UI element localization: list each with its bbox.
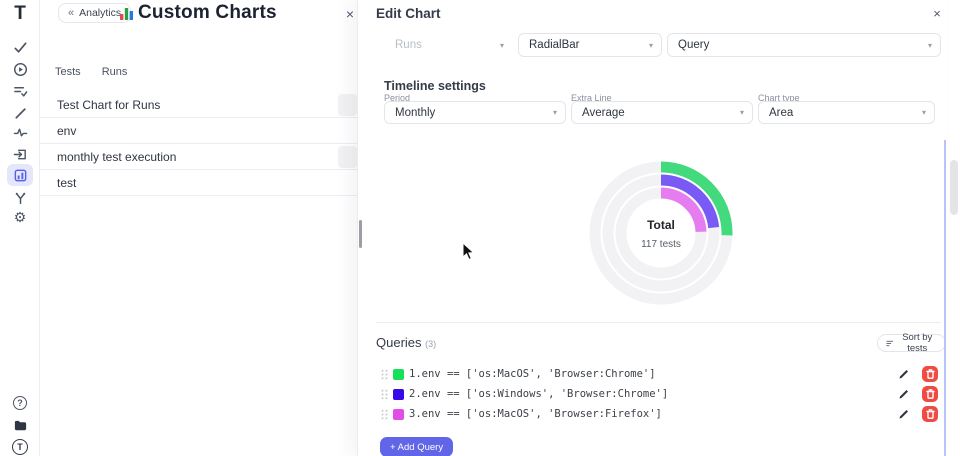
queries-heading-label: Queries [376, 335, 422, 350]
radialbar-chart [576, 148, 746, 318]
chart-list-item-label: env [57, 123, 77, 138]
app-logo[interactable]: T [14, 3, 26, 24]
close-drawer-icon[interactable]: × [933, 5, 941, 21]
charts-tabs: Tests Runs [55, 66, 127, 78]
back-to-analytics-button[interactable]: « Analytics [58, 3, 132, 23]
app-sidebar: T ⚙ ? T [0, 0, 40, 456]
chart-list-item[interactable]: env [40, 118, 357, 144]
settings-gear-icon[interactable]: ⚙ [13, 209, 27, 225]
period-select[interactable]: Monthly ▾ [384, 101, 566, 124]
add-query-button[interactable]: + Add Query [380, 437, 454, 456]
debug-icon[interactable] [7, 102, 33, 124]
period-label: Period [384, 93, 411, 103]
drawer-accent-line [944, 140, 946, 456]
chart-list-item-label: Test Chart for Runs [57, 97, 161, 112]
delete-query-button[interactable] [922, 366, 938, 382]
drawer-resize-handle[interactable] [359, 220, 362, 248]
query-color-swatch [393, 408, 404, 420]
chevron-down-icon: ▾ [927, 40, 932, 50]
query-row: 1. env == ['os:MacOS', 'Browser:Chrome'] [380, 365, 940, 383]
query-expression: env == ['os:Windows', 'Browser:Chrome'] [421, 388, 669, 400]
query-expression: env == ['os:MacOS', 'Browser:Firefox'] [421, 408, 662, 420]
pulse-icon[interactable] [7, 121, 33, 143]
row-actions-blob [338, 146, 357, 168]
drag-handle-icon[interactable] [380, 409, 389, 420]
data-mode-select-value: Query [678, 39, 710, 51]
help-icon[interactable]: ? [7, 392, 33, 414]
docs-icon[interactable] [7, 414, 33, 436]
query-number: 1. [409, 368, 422, 380]
play-circle-icon[interactable] [7, 58, 33, 80]
sort-by-tests-label: Sort by tests [902, 332, 933, 354]
chevron-down-icon: ▾ [499, 40, 504, 50]
chart-list-item[interactable]: test [40, 170, 357, 196]
chart-type-select-value: RadialBar [529, 39, 580, 51]
chart-type-label: Chart type [758, 93, 800, 103]
chart-type-select[interactable]: RadialBar ▾ [518, 33, 662, 57]
trash-icon [925, 369, 935, 379]
query-number: 2. [409, 388, 422, 400]
sort-icon [886, 340, 894, 346]
query-number: 3. [409, 408, 422, 420]
queries-count-badge: (3) [425, 339, 437, 349]
analytics-charts-icon[interactable] [7, 164, 33, 186]
drawer-title: Edit Chart [376, 6, 441, 21]
tab-runs[interactable]: Runs [101, 66, 128, 78]
data-mode-select[interactable]: Query ▾ [667, 33, 941, 57]
edit-chart-drawer: Edit Chart × Runs ▾ RadialBar ▾ Query ▾ … [357, 0, 946, 456]
row-actions-blob [338, 94, 357, 116]
chart-list-item[interactable]: Test Chart for Runs [40, 92, 357, 118]
close-charts-icon[interactable]: × [345, 6, 355, 22]
chevron-down-icon: ▾ [921, 108, 926, 117]
back-chevron-icon: « [68, 7, 75, 19]
period-select-value: Monthly [395, 106, 436, 119]
drag-handle-icon[interactable] [380, 389, 389, 400]
custom-charts-panel: « Analytics Custom Charts × Tests Runs T… [40, 0, 357, 456]
tab-tests[interactable]: Tests [55, 66, 81, 78]
branch-icon[interactable] [7, 187, 33, 209]
timeline-chart-type-select[interactable]: Area ▾ [758, 101, 935, 124]
query-color-swatch [393, 388, 404, 400]
query-row: 2. env == ['os:Windows', 'Browser:Chrome… [380, 385, 940, 403]
edit-query-icon[interactable] [898, 408, 910, 420]
window-scrollbar-thumb[interactable] [950, 160, 958, 215]
chart-list-item-label: test [57, 175, 77, 190]
sort-by-tests-button[interactable]: Sort by tests [877, 332, 946, 354]
trash-icon [925, 389, 935, 399]
trash-icon [925, 409, 935, 419]
edit-query-icon[interactable] [898, 388, 910, 400]
delete-query-button[interactable] [922, 406, 938, 422]
task-list-icon[interactable] [7, 80, 33, 102]
queries-heading: Queries (3) [376, 335, 436, 350]
query-color-swatch [393, 368, 404, 380]
timeline-settings-heading: Timeline settings [384, 79, 486, 93]
import-icon[interactable] [7, 143, 33, 165]
queries-divider [376, 322, 941, 323]
drag-handle-icon[interactable] [380, 369, 389, 380]
chevron-down-icon: ▾ [739, 108, 744, 117]
bar-chart-icon [120, 8, 133, 20]
extra-line-label: Extra Line [571, 93, 612, 103]
delete-query-button[interactable] [922, 386, 938, 402]
source-select[interactable]: Runs ▾ [384, 33, 513, 57]
check-icon[interactable] [7, 36, 33, 58]
query-row: 3. env == ['os:MacOS', 'Browser:Firefox'… [380, 405, 940, 423]
extra-line-select-value: Average [582, 106, 625, 119]
back-label: Analytics [79, 7, 122, 19]
page-title: Custom Charts [138, 2, 277, 23]
source-select-value: Runs [395, 39, 422, 51]
query-expression: env == ['os:MacOS', 'Browser:Chrome'] [421, 368, 656, 380]
chart-list-item[interactable]: monthly test execution [40, 144, 357, 170]
chevron-down-icon: ▾ [648, 40, 653, 50]
radialbar-svg [589, 161, 733, 305]
profile-avatar[interactable]: T [7, 436, 33, 456]
extra-line-select[interactable]: Average ▾ [571, 101, 753, 124]
chart-list-item-label: monthly test execution [57, 149, 177, 164]
timeline-chart-type-select-value: Area [769, 106, 794, 119]
chevron-down-icon: ▾ [552, 108, 557, 117]
edit-query-icon[interactable] [898, 368, 910, 380]
